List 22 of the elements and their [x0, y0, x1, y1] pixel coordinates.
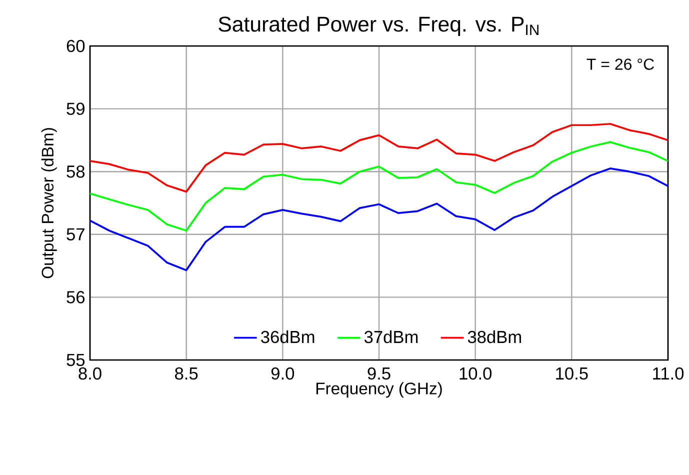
line-series	[90, 122, 668, 193]
x-axis-title: Frequency (GHz)	[316, 382, 442, 398]
legend-label: 38dBm	[468, 330, 521, 344]
y-tick-label: 55	[66, 354, 85, 366]
y-tick-label: 58	[66, 165, 85, 178]
x-tick-label: 10.0	[460, 367, 492, 380]
x-tick-label: 9.0	[271, 367, 294, 380]
x-tick-label: 8.0	[78, 367, 102, 380]
annotation: T = 26 °C	[586, 58, 654, 70]
line-series	[90, 141, 668, 232]
x-tick-label: 9.5	[368, 367, 390, 380]
x-tick-label: 11.0	[653, 367, 684, 380]
y-tick-label: 56	[66, 291, 85, 304]
legend-label: 36dBm	[261, 330, 314, 344]
y-tick-label: 60	[66, 40, 85, 52]
legend-label: 37dBm	[364, 330, 418, 344]
x-tick-label: 8.5	[175, 367, 198, 380]
y-tick-label: 57	[66, 228, 84, 240]
y-axis-title: Output Power (dBm)	[41, 128, 57, 278]
y-tick-label: 59	[66, 102, 84, 115]
x-tick-label: 10.5	[556, 367, 588, 380]
chart-title: Saturated Power vs. Freq. vs. P$_{IN}$	[218, 16, 538, 36]
